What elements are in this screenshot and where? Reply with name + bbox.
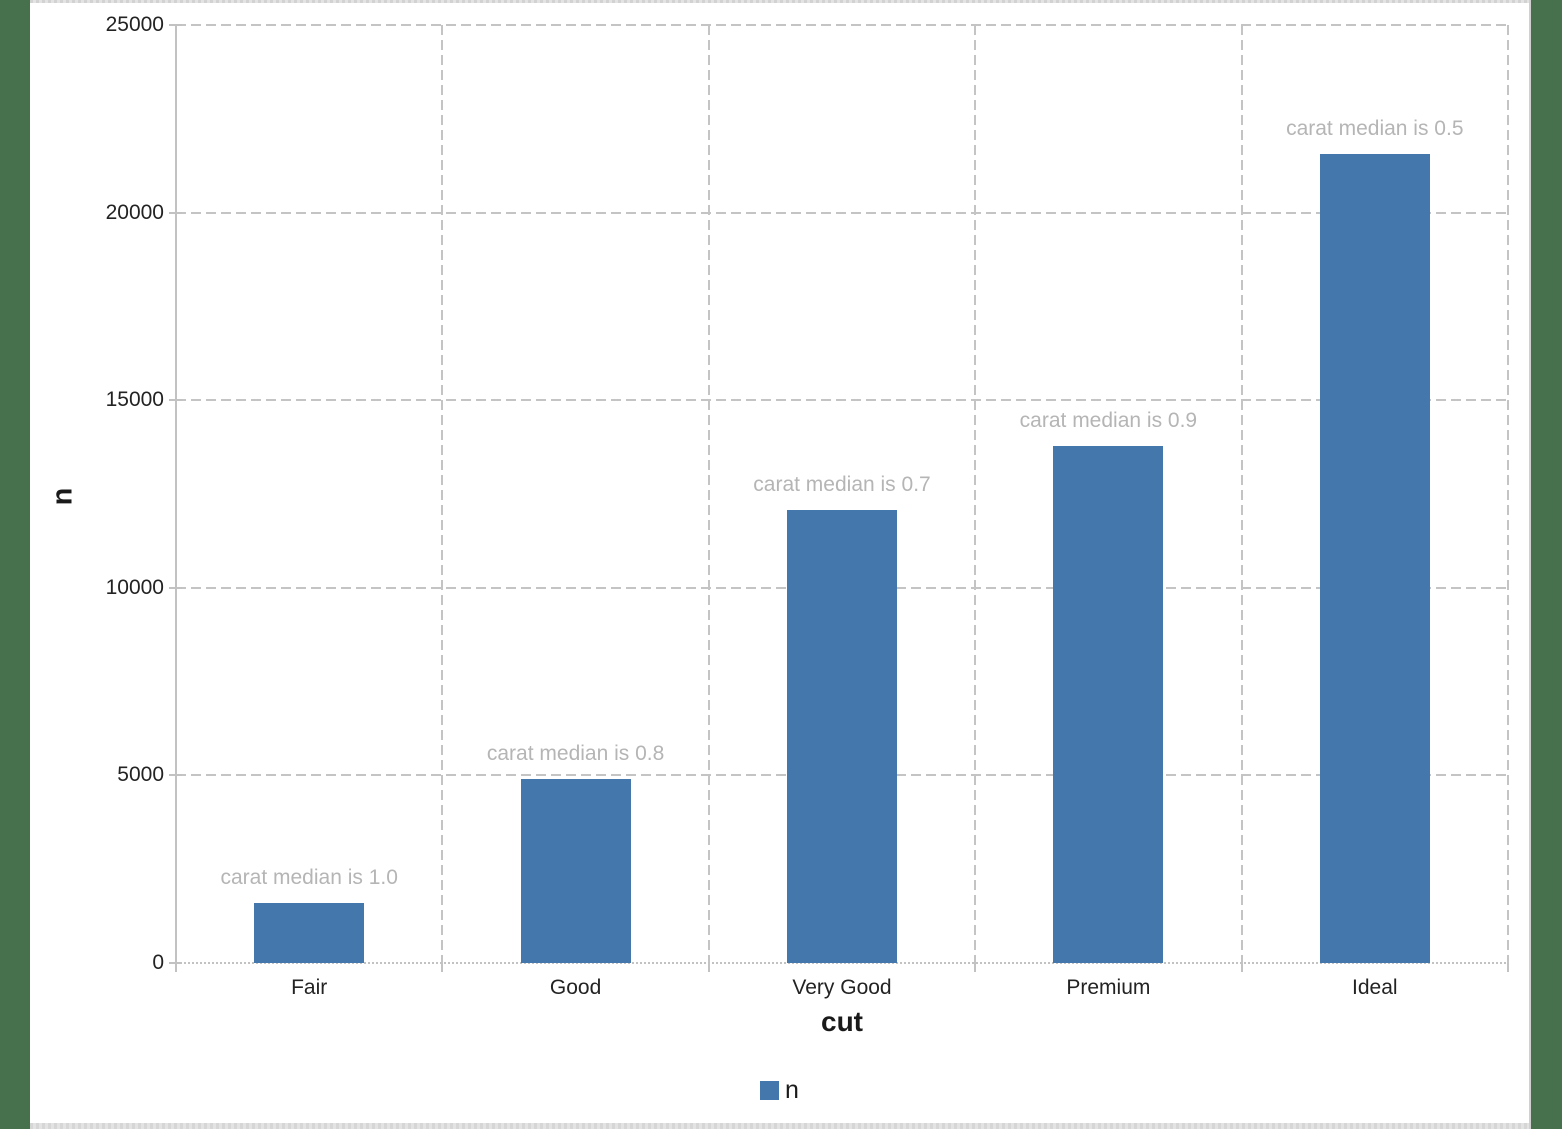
y-tick-label: 20000 <box>105 200 164 224</box>
bar-good <box>520 778 631 963</box>
gridline-vertical <box>1507 25 1509 963</box>
legend-label: n <box>785 1076 799 1104</box>
gridline-vertical <box>441 25 444 963</box>
x-axis-tick <box>974 963 977 972</box>
x-axis-tick <box>175 963 177 972</box>
x-axis-tick <box>441 963 444 972</box>
bar-annotation-very-good: carat median is 0.7 <box>753 472 931 496</box>
y-axis-title: n <box>46 487 79 506</box>
x-axis-title: cut <box>821 1006 863 1037</box>
x-tick-label-good: Good <box>549 976 602 999</box>
x-axis-tick <box>1507 963 1509 972</box>
gridline-vertical <box>974 25 977 963</box>
x-axis-tick <box>707 963 710 972</box>
chart-sheet: n 0 5000 10000 15000 20000 25000 Fair carat med… <box>30 0 1531 1129</box>
bar-annotation-premium: carat median is 0.9 <box>1019 408 1198 432</box>
y-tick-label: 10000 <box>105 575 164 599</box>
x-axis-line <box>176 962 1508 964</box>
gridline-horizontal <box>176 24 1508 26</box>
legend-swatch <box>760 1080 780 1100</box>
bar-ideal <box>1319 154 1430 963</box>
x-tick-label-very-good: Very Good <box>792 976 892 999</box>
bar-fair <box>254 902 365 963</box>
x-tick-label-premium: Premium <box>1066 976 1151 999</box>
y-tick-label: 15000 <box>105 388 164 412</box>
legend: n <box>30 1076 1529 1104</box>
y-tick-label: 5000 <box>117 763 164 787</box>
x-axis-tick <box>1240 963 1243 972</box>
plot-area: 0 5000 10000 15000 20000 25000 Fair carat media… <box>106 13 1509 999</box>
x-tick-label-ideal: Ideal <box>1352 976 1398 999</box>
gridline-horizontal <box>176 399 1508 402</box>
sheet-bottom-edge <box>30 1123 1529 1129</box>
gridline-vertical <box>707 25 710 963</box>
y-tick-label: 25000 <box>105 13 164 36</box>
bar-annotation-fair: carat median is 1.0 <box>220 865 398 889</box>
sheet-top-edge <box>30 0 1529 3</box>
x-tick-label-fair: Fair <box>291 976 328 999</box>
bar-very-good <box>787 509 897 963</box>
bar-annotation-ideal: carat median is 0.5 <box>1286 117 1464 141</box>
gridline-vertical <box>1240 25 1243 963</box>
bar-annotation-good: carat median is 0.8 <box>486 741 665 765</box>
y-tick-label: 0 <box>152 951 164 974</box>
gridline-horizontal <box>176 211 1508 214</box>
bar-premium <box>1053 445 1164 963</box>
y-axis-line <box>175 25 177 963</box>
